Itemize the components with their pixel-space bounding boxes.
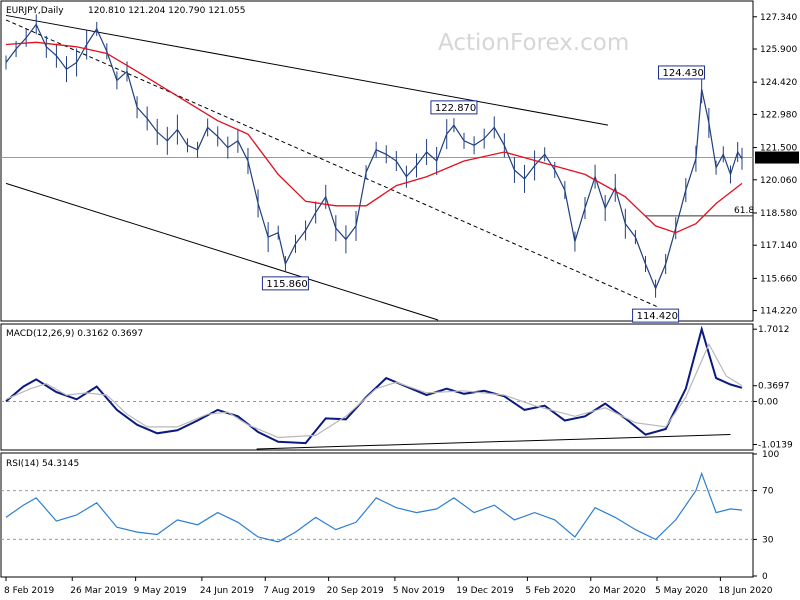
macd-y-tick-label: 0.3697	[758, 382, 790, 392]
level-annotation-label: 114.420	[637, 311, 678, 322]
macd-series	[1, 325, 753, 450]
macd-y-tick-label: 1.7012	[758, 325, 790, 335]
ohlc-label: 120.810 121.204 120.790 121.055	[88, 6, 245, 16]
x-tick-label: 19 Dec 2019	[456, 586, 514, 596]
rsi-line	[5, 471, 743, 543]
rsi-y-tick-label: 100	[762, 450, 779, 460]
price-y-tick-label: 120.060	[760, 176, 797, 186]
signal-line	[5, 342, 743, 439]
price-y-tick-label: 125.900	[760, 45, 797, 55]
x-tick-label: 5 Nov 2019	[393, 586, 445, 596]
x-tick-label: 18 Jun 2020	[718, 586, 772, 596]
x-tick-label: 7 Aug 2019	[263, 586, 315, 596]
rsi-y-tick-label: 70	[762, 487, 774, 497]
trendline-3	[5, 19, 658, 308]
x-tick-label: 9 May 2019	[134, 586, 187, 596]
x-tick-label: 20 Mar 2020	[589, 586, 646, 596]
macd-trendline	[256, 434, 731, 450]
price-y-tick-label: 117.140	[760, 241, 797, 251]
level-annotation-label: 115.860	[266, 279, 307, 290]
macd-y-tick-label: 0.00	[758, 397, 778, 407]
rsi-panel-frame	[0, 452, 754, 578]
x-tick-label: 5 Feb 2020	[525, 586, 576, 596]
price-close-line	[5, 23, 743, 291]
x-tick-label: 8 Feb 2019	[4, 586, 55, 596]
rsi-label: RSI(14) 54.3145	[6, 459, 79, 469]
price-panel-frame	[0, 0, 754, 322]
level-annotation-label: 124.430	[663, 68, 704, 79]
price-y-tick-label: 121.500	[760, 144, 797, 154]
ema-line	[5, 41, 743, 234]
price-y-tick-label: 122.980	[760, 110, 797, 120]
rsi-series	[1, 471, 753, 543]
level-annotation-box	[658, 65, 706, 80]
trendline-1	[5, 14, 609, 126]
trendline-2	[5, 182, 439, 321]
symbol-label: EURJPY,Daily	[6, 6, 64, 16]
macd-panel-frame	[0, 323, 754, 451]
fib-618-label: 61.8	[734, 206, 754, 216]
price-y-tick-label: 118.580	[760, 209, 797, 219]
rsi-y-tick-label: 0	[762, 572, 768, 582]
x-tick-label: 24 Jun 2019	[200, 586, 254, 596]
watermark: ActionForex.com	[438, 30, 629, 56]
price-y-tick-label: 115.660	[760, 274, 797, 284]
level-annotation-box	[430, 100, 478, 115]
macd-label: MACD(12,26,9) 0.3162 0.3697	[6, 329, 143, 339]
level-annotation-box	[261, 276, 309, 291]
level-annotation-label: 122.870	[435, 103, 476, 114]
x-tick-label: 26 Mar 2019	[70, 586, 127, 596]
macd-y-tick-label: -1.0139	[758, 440, 793, 450]
price-y-tick-label: 124.420	[760, 78, 797, 88]
current-price-label: 121.055	[758, 155, 795, 165]
x-tick-label: 5 May 2020	[655, 586, 708, 596]
price-y-tick-label: 114.220	[760, 307, 797, 317]
rsi-y-tick-label: 30	[762, 535, 774, 545]
level-annotation-box	[632, 308, 680, 323]
macd-line	[5, 325, 743, 445]
price-y-tick-label: 127.340	[760, 13, 797, 23]
price-series	[5, 14, 743, 298]
x-tick-label: 20 Sep 2019	[327, 586, 384, 596]
current-price-box	[755, 151, 799, 164]
